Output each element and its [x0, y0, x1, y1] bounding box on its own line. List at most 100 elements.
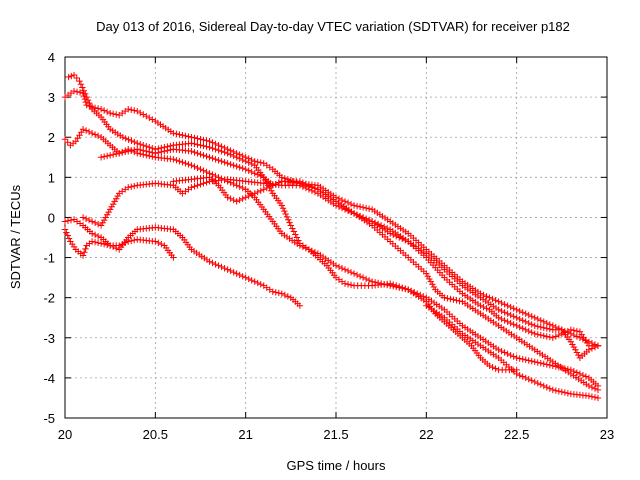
data-point — [450, 296, 457, 303]
data-point — [293, 234, 301, 241]
data-point — [441, 294, 448, 301]
data-point — [430, 283, 438, 291]
data-point — [585, 346, 593, 354]
data-point — [111, 198, 118, 205]
data-point — [519, 355, 526, 363]
data-point — [81, 249, 88, 256]
data-point — [576, 370, 584, 378]
data-point — [444, 295, 451, 302]
data-point — [555, 331, 563, 339]
data-point — [245, 167, 252, 174]
data-point — [332, 262, 340, 269]
data-point — [558, 364, 566, 372]
data-point — [109, 151, 117, 158]
data-point — [513, 322, 520, 329]
data-point — [128, 106, 135, 114]
data-point — [516, 315, 523, 323]
data-point — [233, 270, 240, 277]
data-point — [510, 321, 517, 328]
data-point — [537, 359, 544, 367]
data-point — [543, 384, 550, 391]
data-point — [212, 140, 219, 148]
y-tick-label: -4 — [43, 371, 55, 386]
data-point — [176, 131, 183, 138]
data-point — [477, 290, 484, 297]
data-point — [236, 271, 243, 279]
data-point — [423, 270, 430, 277]
data-point — [296, 178, 304, 185]
data-point — [498, 307, 505, 315]
data-point — [254, 158, 261, 166]
data-point — [86, 102, 93, 110]
data-point — [489, 295, 496, 303]
data-point — [209, 139, 216, 146]
data-point — [525, 357, 532, 364]
grid — [65, 57, 607, 418]
data-point — [504, 310, 511, 317]
x-tick-label: 20 — [58, 427, 72, 442]
data-point — [537, 323, 544, 331]
data-point — [233, 198, 240, 205]
data-point — [112, 150, 120, 158]
data-point — [365, 205, 373, 212]
data-point — [286, 219, 293, 226]
data-point — [248, 277, 255, 284]
data-point — [546, 385, 553, 392]
data-point — [591, 394, 599, 401]
data-point — [194, 150, 201, 157]
data-point — [290, 228, 298, 235]
data-point — [534, 359, 541, 366]
data-point — [182, 132, 189, 140]
data-point — [173, 130, 180, 138]
data-point — [492, 365, 499, 372]
data-point — [91, 104, 99, 112]
data-point — [161, 148, 168, 155]
data-point — [224, 160, 231, 167]
x-tick-label: 23 — [600, 427, 614, 442]
data-point — [453, 297, 460, 304]
data-point — [549, 386, 556, 394]
data-point — [109, 200, 117, 208]
data-point — [112, 111, 120, 118]
data-point — [88, 230, 96, 237]
data-point — [417, 291, 424, 299]
data-point — [61, 218, 69, 225]
data-point — [390, 283, 397, 290]
data-point — [480, 303, 487, 311]
data-point — [414, 290, 421, 297]
data-point — [311, 184, 319, 192]
data-point — [64, 139, 71, 146]
data-point — [402, 236, 409, 244]
data-point — [239, 184, 246, 192]
data-point — [65, 73, 72, 81]
data-point — [299, 179, 307, 186]
data-point — [194, 164, 201, 172]
data-point — [188, 184, 195, 191]
data-point — [585, 382, 593, 390]
data-point — [125, 184, 132, 191]
data-point — [569, 341, 576, 348]
data-point — [501, 301, 508, 308]
data-point — [116, 150, 123, 157]
data-point — [236, 196, 243, 204]
data-point — [131, 236, 138, 244]
data-point — [420, 293, 427, 300]
data-point — [513, 370, 520, 378]
data-point — [194, 182, 201, 189]
data-point — [167, 146, 174, 154]
y-tick-label: 2 — [48, 130, 55, 145]
data-point — [543, 333, 550, 340]
data-point — [70, 71, 78, 79]
data-point — [245, 192, 252, 200]
data-point — [94, 239, 102, 247]
data-point — [257, 187, 264, 194]
data-point — [254, 188, 261, 196]
data-point — [224, 146, 231, 153]
data-point — [103, 211, 111, 218]
data-point — [543, 325, 550, 332]
x-tick-label: 21 — [238, 427, 252, 442]
data-point — [572, 346, 579, 354]
data-point — [347, 200, 355, 208]
data-point — [570, 343, 578, 351]
data-point — [206, 138, 213, 145]
